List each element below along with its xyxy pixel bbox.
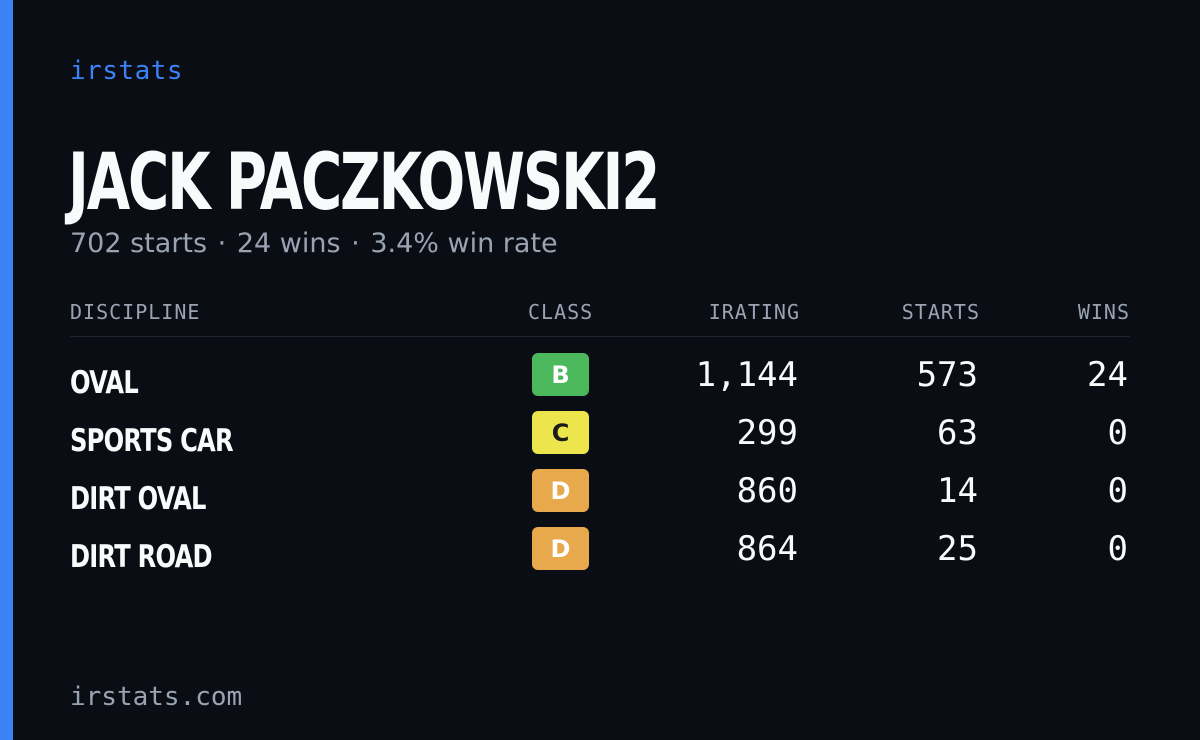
starts-value: 25 bbox=[937, 529, 978, 569]
summary-separator: · bbox=[351, 228, 360, 259]
wins-value: 0 bbox=[1107, 529, 1128, 569]
table-row: SPORTS CAR C 299 63 0 bbox=[70, 411, 1130, 469]
driver-name: JACK PACZKOWSKI2 bbox=[68, 138, 660, 228]
table-header: DISCIPLINE CLASS IRATING STARTS WINS bbox=[70, 300, 1130, 337]
footer-url: irstats.com bbox=[70, 682, 243, 712]
header-starts: STARTS bbox=[901, 300, 980, 324]
class-badge: D bbox=[532, 527, 589, 570]
discipline-label: SPORTS CAR bbox=[70, 423, 234, 459]
header-wins: WINS bbox=[1077, 300, 1130, 324]
wins-value: 0 bbox=[1107, 413, 1128, 453]
starts-value: 14 bbox=[937, 471, 978, 511]
summary-starts: 702 starts bbox=[70, 228, 208, 259]
header-discipline: DISCIPLINE bbox=[70, 300, 201, 324]
summary-win-rate: 3.4% win rate bbox=[370, 228, 558, 259]
class-badge: C bbox=[532, 411, 589, 454]
table-body: OVAL B 1,144 573 24 SPORTS CAR C 299 63 … bbox=[70, 337, 1130, 585]
irating-value: 860 bbox=[736, 471, 798, 511]
table-row: DIRT OVAL D 860 14 0 bbox=[70, 469, 1130, 527]
header-class: CLASS bbox=[528, 300, 594, 324]
summary-separator: · bbox=[217, 228, 227, 259]
brand-logo: irstats bbox=[70, 56, 184, 86]
wins-value: 24 bbox=[1087, 355, 1128, 395]
table-row: OVAL B 1,144 573 24 bbox=[70, 353, 1130, 411]
class-badge: D bbox=[532, 469, 589, 512]
discipline-label: DIRT ROAD bbox=[70, 539, 213, 575]
summary-wins: 24 wins bbox=[236, 228, 341, 259]
irating-value: 864 bbox=[736, 529, 798, 569]
irating-value: 299 bbox=[736, 413, 798, 453]
discipline-label: OVAL bbox=[70, 365, 139, 401]
class-badge: B bbox=[532, 353, 589, 396]
license-table: DISCIPLINE CLASS IRATING STARTS WINS OVA… bbox=[70, 300, 1130, 585]
discipline-label: DIRT OVAL bbox=[70, 481, 206, 517]
starts-value: 573 bbox=[916, 355, 978, 395]
career-summary: 702 starts · 24 wins · 3.4% win rate bbox=[70, 228, 558, 259]
irating-value: 1,144 bbox=[695, 355, 798, 395]
accent-bar bbox=[0, 0, 13, 740]
table-row: DIRT ROAD D 864 25 0 bbox=[70, 527, 1130, 585]
starts-value: 63 bbox=[937, 413, 978, 453]
header-irating: IRATING bbox=[708, 300, 800, 324]
wins-value: 0 bbox=[1107, 471, 1128, 511]
